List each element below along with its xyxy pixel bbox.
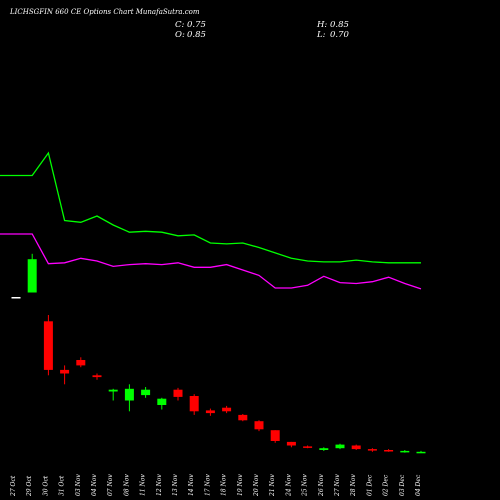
candle bbox=[335, 443, 345, 450]
x-tick-label: 12 Nov bbox=[156, 474, 163, 496]
indicator-line-1 bbox=[0, 151, 421, 264]
x-tick-label: 31 Oct bbox=[59, 475, 66, 496]
indicator-lines bbox=[0, 151, 422, 290]
candle-body bbox=[76, 360, 86, 366]
x-tick-label: 19 Nov bbox=[237, 474, 244, 496]
x-tick-label: 30 Oct bbox=[42, 475, 49, 496]
candle bbox=[205, 408, 215, 416]
candle bbox=[286, 441, 296, 448]
x-tick-label: 17 Nov bbox=[204, 474, 211, 496]
candle-body bbox=[400, 450, 410, 453]
candle bbox=[157, 397, 167, 410]
x-tick-label: 13 Nov bbox=[172, 474, 179, 496]
candle-body bbox=[189, 396, 199, 412]
candle bbox=[27, 253, 37, 293]
candle bbox=[76, 357, 86, 368]
x-tick-label: 02 Dec bbox=[383, 474, 390, 496]
open-value: 0.85 bbox=[187, 30, 206, 40]
x-tick-label: 27 Oct bbox=[10, 475, 17, 497]
candle-body bbox=[303, 446, 313, 448]
x-tick-label: 04 Dec bbox=[415, 474, 422, 496]
candle-body bbox=[92, 375, 102, 378]
candle bbox=[238, 414, 248, 422]
candle bbox=[222, 405, 232, 414]
indicator-line-2 bbox=[0, 233, 422, 290]
candle-body bbox=[124, 388, 134, 401]
x-tick-label: 08 Nov bbox=[123, 474, 130, 496]
candle-body bbox=[351, 445, 361, 450]
open-label: O: bbox=[175, 30, 185, 40]
x-tick-label: 18 Nov bbox=[221, 474, 228, 496]
x-tick-label: 03 Nov bbox=[75, 474, 82, 496]
candle-body bbox=[367, 449, 377, 451]
x-tick-label: 04 Nov bbox=[91, 474, 98, 496]
high-value: 0.85 bbox=[330, 20, 349, 30]
candle bbox=[319, 447, 329, 451]
x-tick-label: 07 Nov bbox=[107, 474, 114, 496]
candle-body bbox=[270, 430, 280, 441]
candle bbox=[189, 394, 199, 415]
candle-body bbox=[141, 389, 151, 396]
candle bbox=[416, 450, 426, 454]
candle-body bbox=[205, 410, 215, 414]
x-tick-label: 03 Dec bbox=[399, 474, 406, 496]
close-value: 0.75 bbox=[187, 20, 206, 30]
candle-body bbox=[157, 398, 167, 405]
candle bbox=[11, 297, 21, 299]
x-tick-label: 11 Nov bbox=[140, 474, 147, 496]
x-tick-label: 20 Nov bbox=[253, 474, 260, 497]
close-label: C: bbox=[175, 20, 185, 30]
candle bbox=[124, 384, 134, 412]
candle bbox=[367, 448, 377, 452]
candle-body bbox=[11, 297, 21, 299]
candle bbox=[92, 373, 102, 380]
candles bbox=[11, 253, 426, 454]
candle bbox=[400, 450, 410, 453]
high-label: H: bbox=[316, 20, 327, 30]
candle-body bbox=[222, 407, 232, 412]
candle bbox=[254, 420, 264, 432]
candle-body bbox=[108, 389, 118, 392]
candle bbox=[303, 445, 313, 449]
candle-body bbox=[43, 321, 53, 370]
candle bbox=[351, 444, 361, 450]
candle-body bbox=[286, 441, 296, 446]
x-tick-label: 21 Nov bbox=[269, 474, 276, 497]
candle bbox=[173, 387, 183, 401]
x-tick-label: 14 Nov bbox=[188, 474, 195, 496]
x-tick-label: 26 Nov bbox=[318, 474, 325, 497]
candle-body bbox=[416, 451, 426, 454]
x-tick-label: 27 Nov bbox=[334, 474, 341, 497]
candle bbox=[270, 430, 280, 443]
candle bbox=[108, 388, 118, 401]
candle-body bbox=[254, 421, 264, 430]
x-tick-label: 25 Nov bbox=[302, 474, 309, 497]
candle-body bbox=[60, 369, 70, 374]
candle bbox=[60, 365, 70, 385]
x-tick-label: 01 Dec bbox=[366, 474, 373, 496]
candle bbox=[43, 315, 53, 376]
candle-body bbox=[238, 414, 248, 421]
candle bbox=[384, 449, 394, 452]
x-tick-label: 28 Nov bbox=[350, 474, 357, 497]
x-tick-label: 29 Oct bbox=[26, 475, 33, 497]
candle-body bbox=[384, 450, 394, 452]
candle-body bbox=[173, 389, 183, 397]
candle bbox=[141, 387, 151, 398]
candle-body bbox=[319, 448, 329, 450]
candle-body bbox=[335, 444, 345, 449]
low-value: 0.70 bbox=[330, 30, 350, 40]
chart-title: LICHSGFIN 660 CE Options Chart MunafaSut… bbox=[9, 8, 200, 16]
candle-body bbox=[27, 259, 37, 293]
x-axis-ticks: 27 Oct 29 Oct 30 Oct 31 Oct 03 Nov 04 Nov 07 N… bbox=[10, 474, 422, 497]
x-tick-label: 24 Nov bbox=[285, 474, 292, 497]
low-label: L: bbox=[316, 30, 326, 40]
